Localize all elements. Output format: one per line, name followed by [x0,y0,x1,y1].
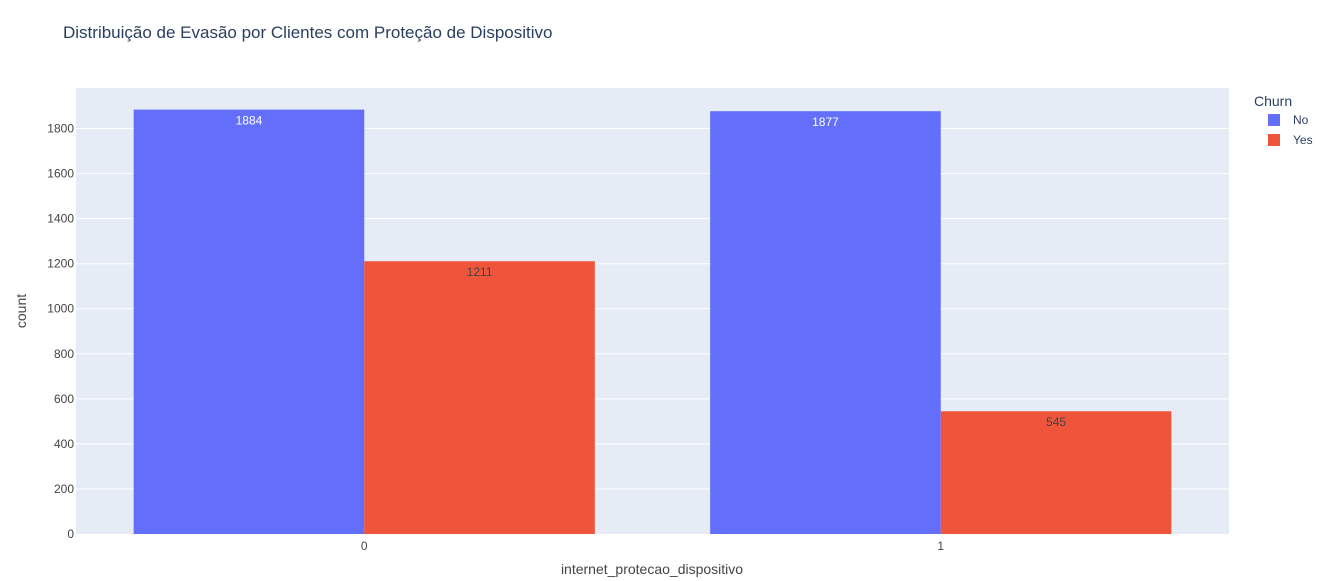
chart-title: Distribuição de Evasão por Clientes com … [63,23,552,42]
bar-no-1[interactable] [710,111,941,534]
y-tick-label: 200 [54,482,74,496]
bar-value-label: 1877 [812,115,839,129]
y-tick-label: 1600 [47,167,74,181]
legend-item-no[interactable]: No [1268,113,1309,127]
legend-label: Yes [1293,133,1313,147]
x-axis-title: internet_protecao_dispositivo [561,561,743,577]
bar-yes-0[interactable] [364,261,595,534]
x-tick-label: 1 [937,539,944,553]
y-tick-label: 1800 [47,122,74,136]
bars: 1884 1211 1877 545 [133,109,1172,535]
y-tick-label: 1000 [47,302,74,316]
bar-value-label: 1884 [236,114,263,128]
bar-no-0[interactable] [133,109,365,535]
legend-swatch [1268,134,1280,146]
legend-item-yes[interactable]: Yes [1268,133,1313,147]
y-tick-label: 1200 [47,257,74,271]
legend-title: Churn [1254,93,1292,109]
bar-yes-1[interactable] [940,411,1172,534]
legend-label: No [1293,113,1309,127]
y-tick-label: 400 [54,437,74,451]
bar-value-label: 1211 [467,265,493,279]
y-tick-label: 1400 [47,212,74,226]
y-tick-label: 0 [67,527,74,541]
y-axis-ticks: 0 200 400 600 800 1000 1200 1400 1600 1800 [47,122,74,541]
x-tick-label: 0 [361,539,368,553]
y-tick-label: 600 [54,392,74,406]
y-tick-label: 800 [54,347,74,361]
legend-swatch [1268,114,1280,126]
legend[interactable]: Churn No Yes [1254,93,1313,147]
bar-value-label: 545 [1046,415,1066,429]
y-axis-title: count [13,294,29,328]
